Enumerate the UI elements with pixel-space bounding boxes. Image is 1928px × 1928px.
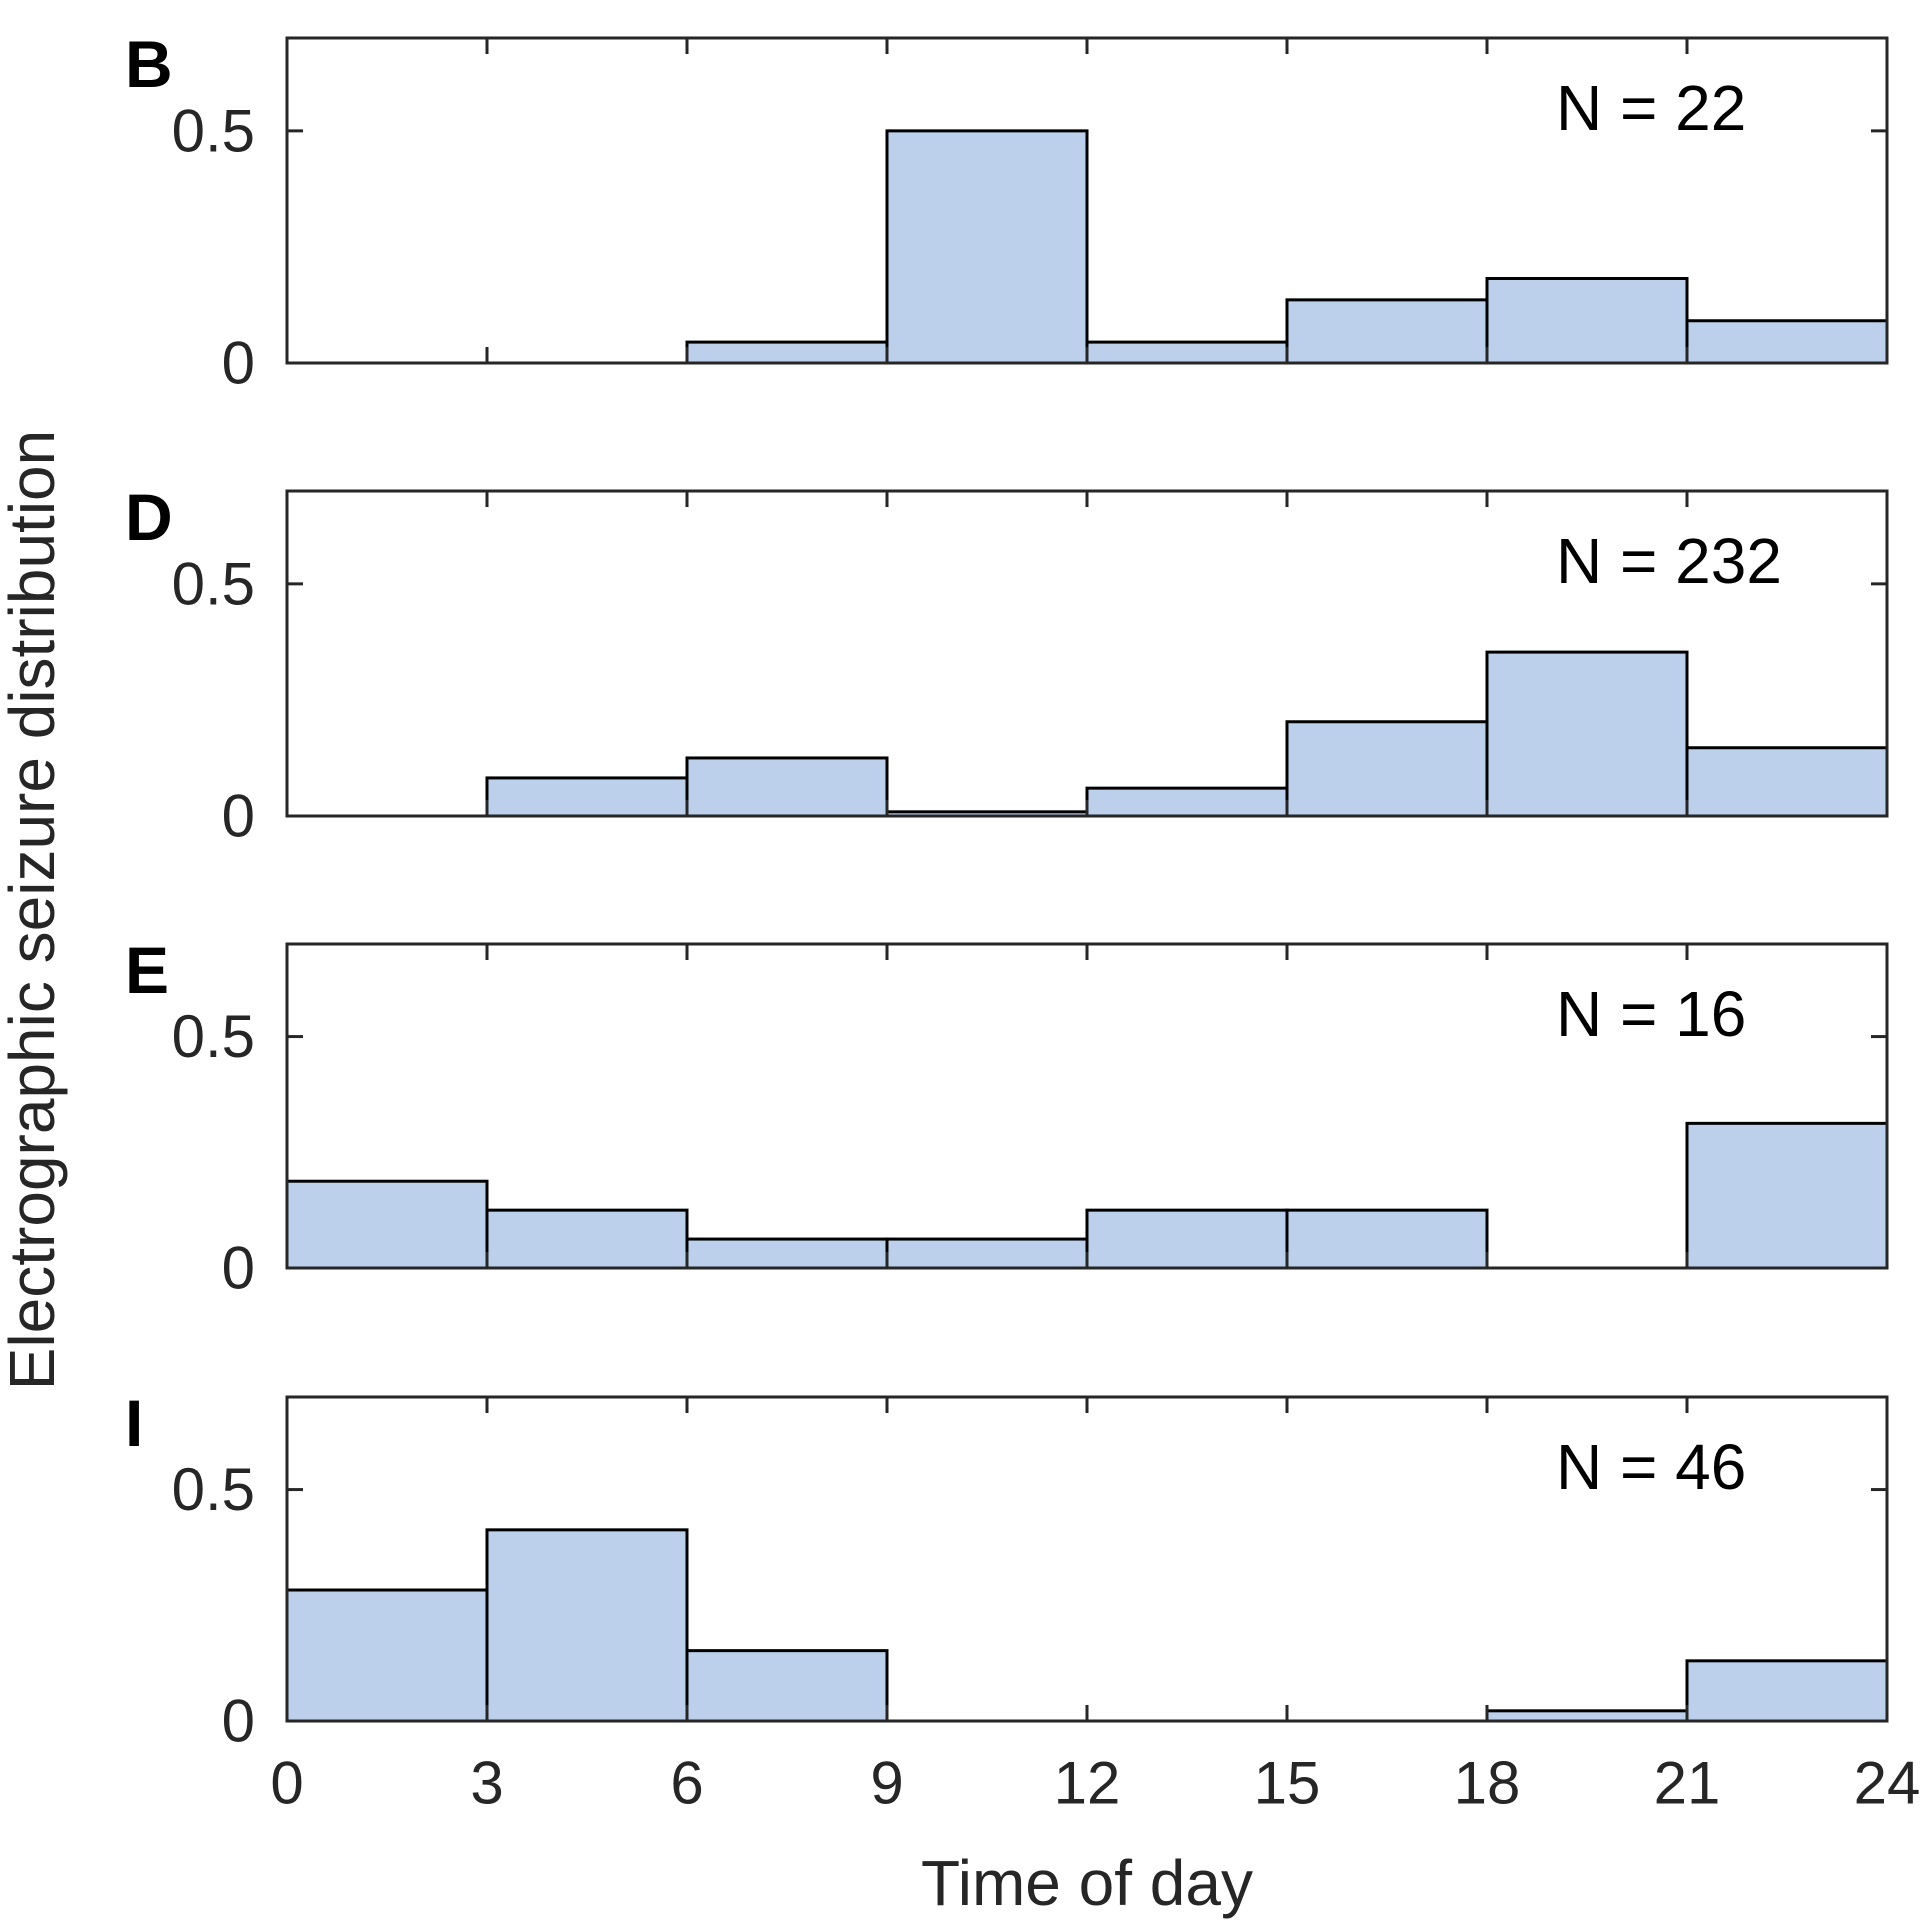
histogram-bar	[1285, 720, 1489, 818]
histogram-bar	[1085, 340, 1289, 365]
histogram-bar	[1485, 277, 1689, 365]
histogram-bar	[485, 1528, 689, 1723]
histogram-bar	[1485, 650, 1689, 818]
sample-size-label: N = 22	[1556, 72, 1746, 144]
histogram-bar	[285, 1179, 489, 1270]
y-tick-label: 0.5	[172, 1456, 255, 1523]
histogram-bar	[285, 1588, 489, 1723]
histogram-bar	[1685, 319, 1889, 365]
histogram-bar	[685, 340, 889, 365]
y-tick-label: 0	[222, 330, 255, 397]
x-tick-label: 3	[470, 1750, 503, 1817]
histogram-bar	[1085, 1208, 1289, 1270]
histogram-bar	[885, 129, 1089, 365]
histogram-bar	[1485, 1709, 1689, 1723]
x-tick-label: 6	[670, 1750, 703, 1817]
histogram-bar	[885, 1237, 1089, 1270]
y-tick-label: 0.5	[172, 550, 255, 617]
histogram-bar	[685, 1237, 889, 1270]
x-tick-label: 12	[1054, 1750, 1121, 1817]
histogram-bar	[485, 776, 689, 818]
x-tick-label: 24	[1854, 1750, 1921, 1817]
panel-letter: B	[125, 27, 173, 101]
x-tick-label: 21	[1654, 1750, 1721, 1817]
y-tick-label: 0	[222, 1688, 255, 1755]
histogram-bar	[685, 756, 889, 818]
sample-size-label: N = 16	[1556, 978, 1746, 1050]
panel-i: 0 0.5 I N = 46 0 3 6 9 12 15 18 21 24	[125, 1386, 1920, 1817]
x-tick-label: 15	[1254, 1750, 1321, 1817]
panel-d: 0 0.5D N = 232	[125, 480, 1889, 850]
histogram-bar	[685, 1649, 889, 1723]
panel-b: 0 0.5B N = 22	[125, 27, 1889, 397]
x-axis-title: Time of day	[921, 1847, 1253, 1919]
histogram-bar	[1085, 786, 1289, 818]
panel-letter: D	[125, 480, 173, 554]
panel-e: 0 0.5E N = 16	[125, 933, 1889, 1302]
x-tick-label: 18	[1454, 1750, 1521, 1817]
y-tick-label: 0.5	[172, 97, 255, 164]
histogram-bar	[1685, 746, 1889, 818]
histogram-bar	[485, 1208, 689, 1270]
histogram-bar	[1685, 1659, 1889, 1723]
y-tick-label: 0	[222, 783, 255, 850]
histogram-bar	[1285, 1208, 1489, 1270]
sample-size-label: N = 46	[1556, 1431, 1746, 1503]
y-tick-label: 0.5	[172, 1003, 255, 1070]
x-tick-label: 9	[870, 1750, 903, 1817]
histogram-bar	[1685, 1121, 1889, 1270]
y-tick-label: 0	[222, 1235, 255, 1302]
panel-letter: I	[125, 1386, 143, 1460]
x-tick-label: 0	[270, 1750, 303, 1817]
y-axis-title: Electrographic seizure distribution	[0, 430, 68, 1390]
histogram-bar	[1285, 298, 1489, 365]
sample-size-label: N = 232	[1556, 525, 1782, 597]
panel-letter: E	[125, 933, 169, 1007]
